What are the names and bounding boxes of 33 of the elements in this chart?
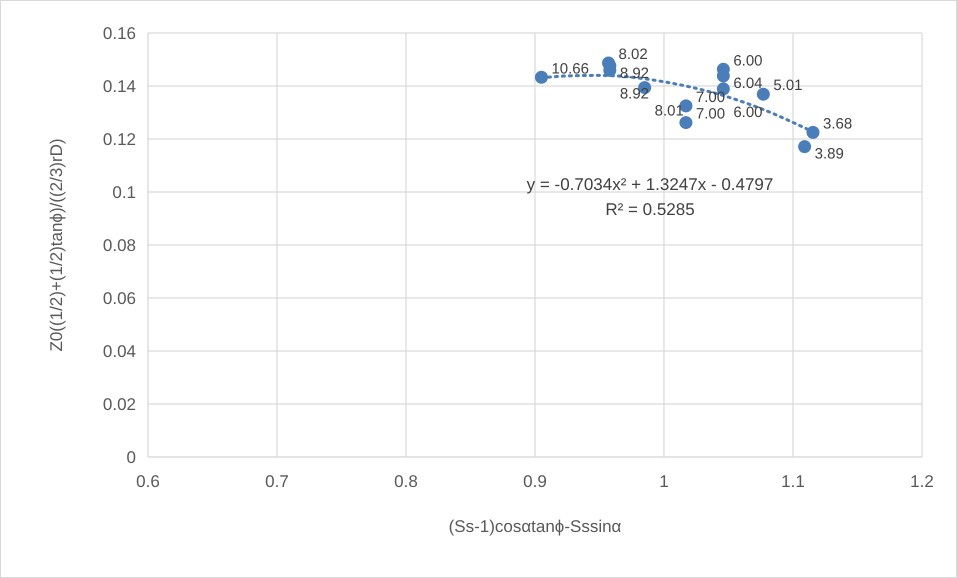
y-tick-label: 0.1 — [112, 182, 136, 202]
annotation: 6.04 — [733, 74, 763, 92]
annotation: 8.92 — [620, 64, 650, 82]
y-tick-label: 0.08 — [102, 236, 136, 255]
annotation: 7.00 — [696, 106, 726, 123]
x-tick-label: 1.2 — [910, 472, 934, 491]
x-tick-label: 1.1 — [781, 472, 805, 491]
x-tick-label: 1 — [659, 472, 669, 491]
x-tick-label: 0.9 — [523, 472, 547, 491]
annotation: 8.01 — [654, 102, 684, 120]
y-tick-label: 0 — [126, 448, 136, 467]
annotation: 3.68 — [822, 115, 852, 132]
annotation: y = -0.7034x² + 1.3247x - 0.4797 — [526, 175, 774, 194]
annotation: 5.01 — [773, 77, 803, 94]
annotation: 7.00 — [696, 88, 726, 106]
y-axis-title: Z0((1/2)+(1/2)tanϕ)/((2/3)rD) — [47, 138, 66, 352]
y-tick-label: 0.06 — [102, 288, 136, 308]
x-tick-label: 0.6 — [136, 472, 160, 491]
annotation: 6.00 — [733, 104, 763, 121]
y-tick-label: 0.12 — [102, 130, 136, 149]
y-tick-label: 0.16 — [102, 24, 136, 43]
annotation: 6.00 — [733, 52, 763, 70]
y-tick-label: 0.04 — [102, 342, 136, 361]
y-tick-label: 0.02 — [102, 394, 136, 414]
x-axis-title: (Ss-1)cosαtanϕ-Sssinα — [448, 517, 622, 536]
annotation: 8.02 — [618, 46, 648, 63]
x-tick-label: 0.8 — [394, 472, 418, 491]
annotation: R² = 0.5285 — [605, 200, 695, 219]
x-tick-label: 0.7 — [265, 472, 289, 491]
annotation: 10.66 — [551, 60, 589, 78]
annotation: 3.89 — [814, 146, 844, 163]
annotation: 8.92 — [620, 85, 650, 102]
y-tick-label: 0.14 — [102, 76, 136, 96]
